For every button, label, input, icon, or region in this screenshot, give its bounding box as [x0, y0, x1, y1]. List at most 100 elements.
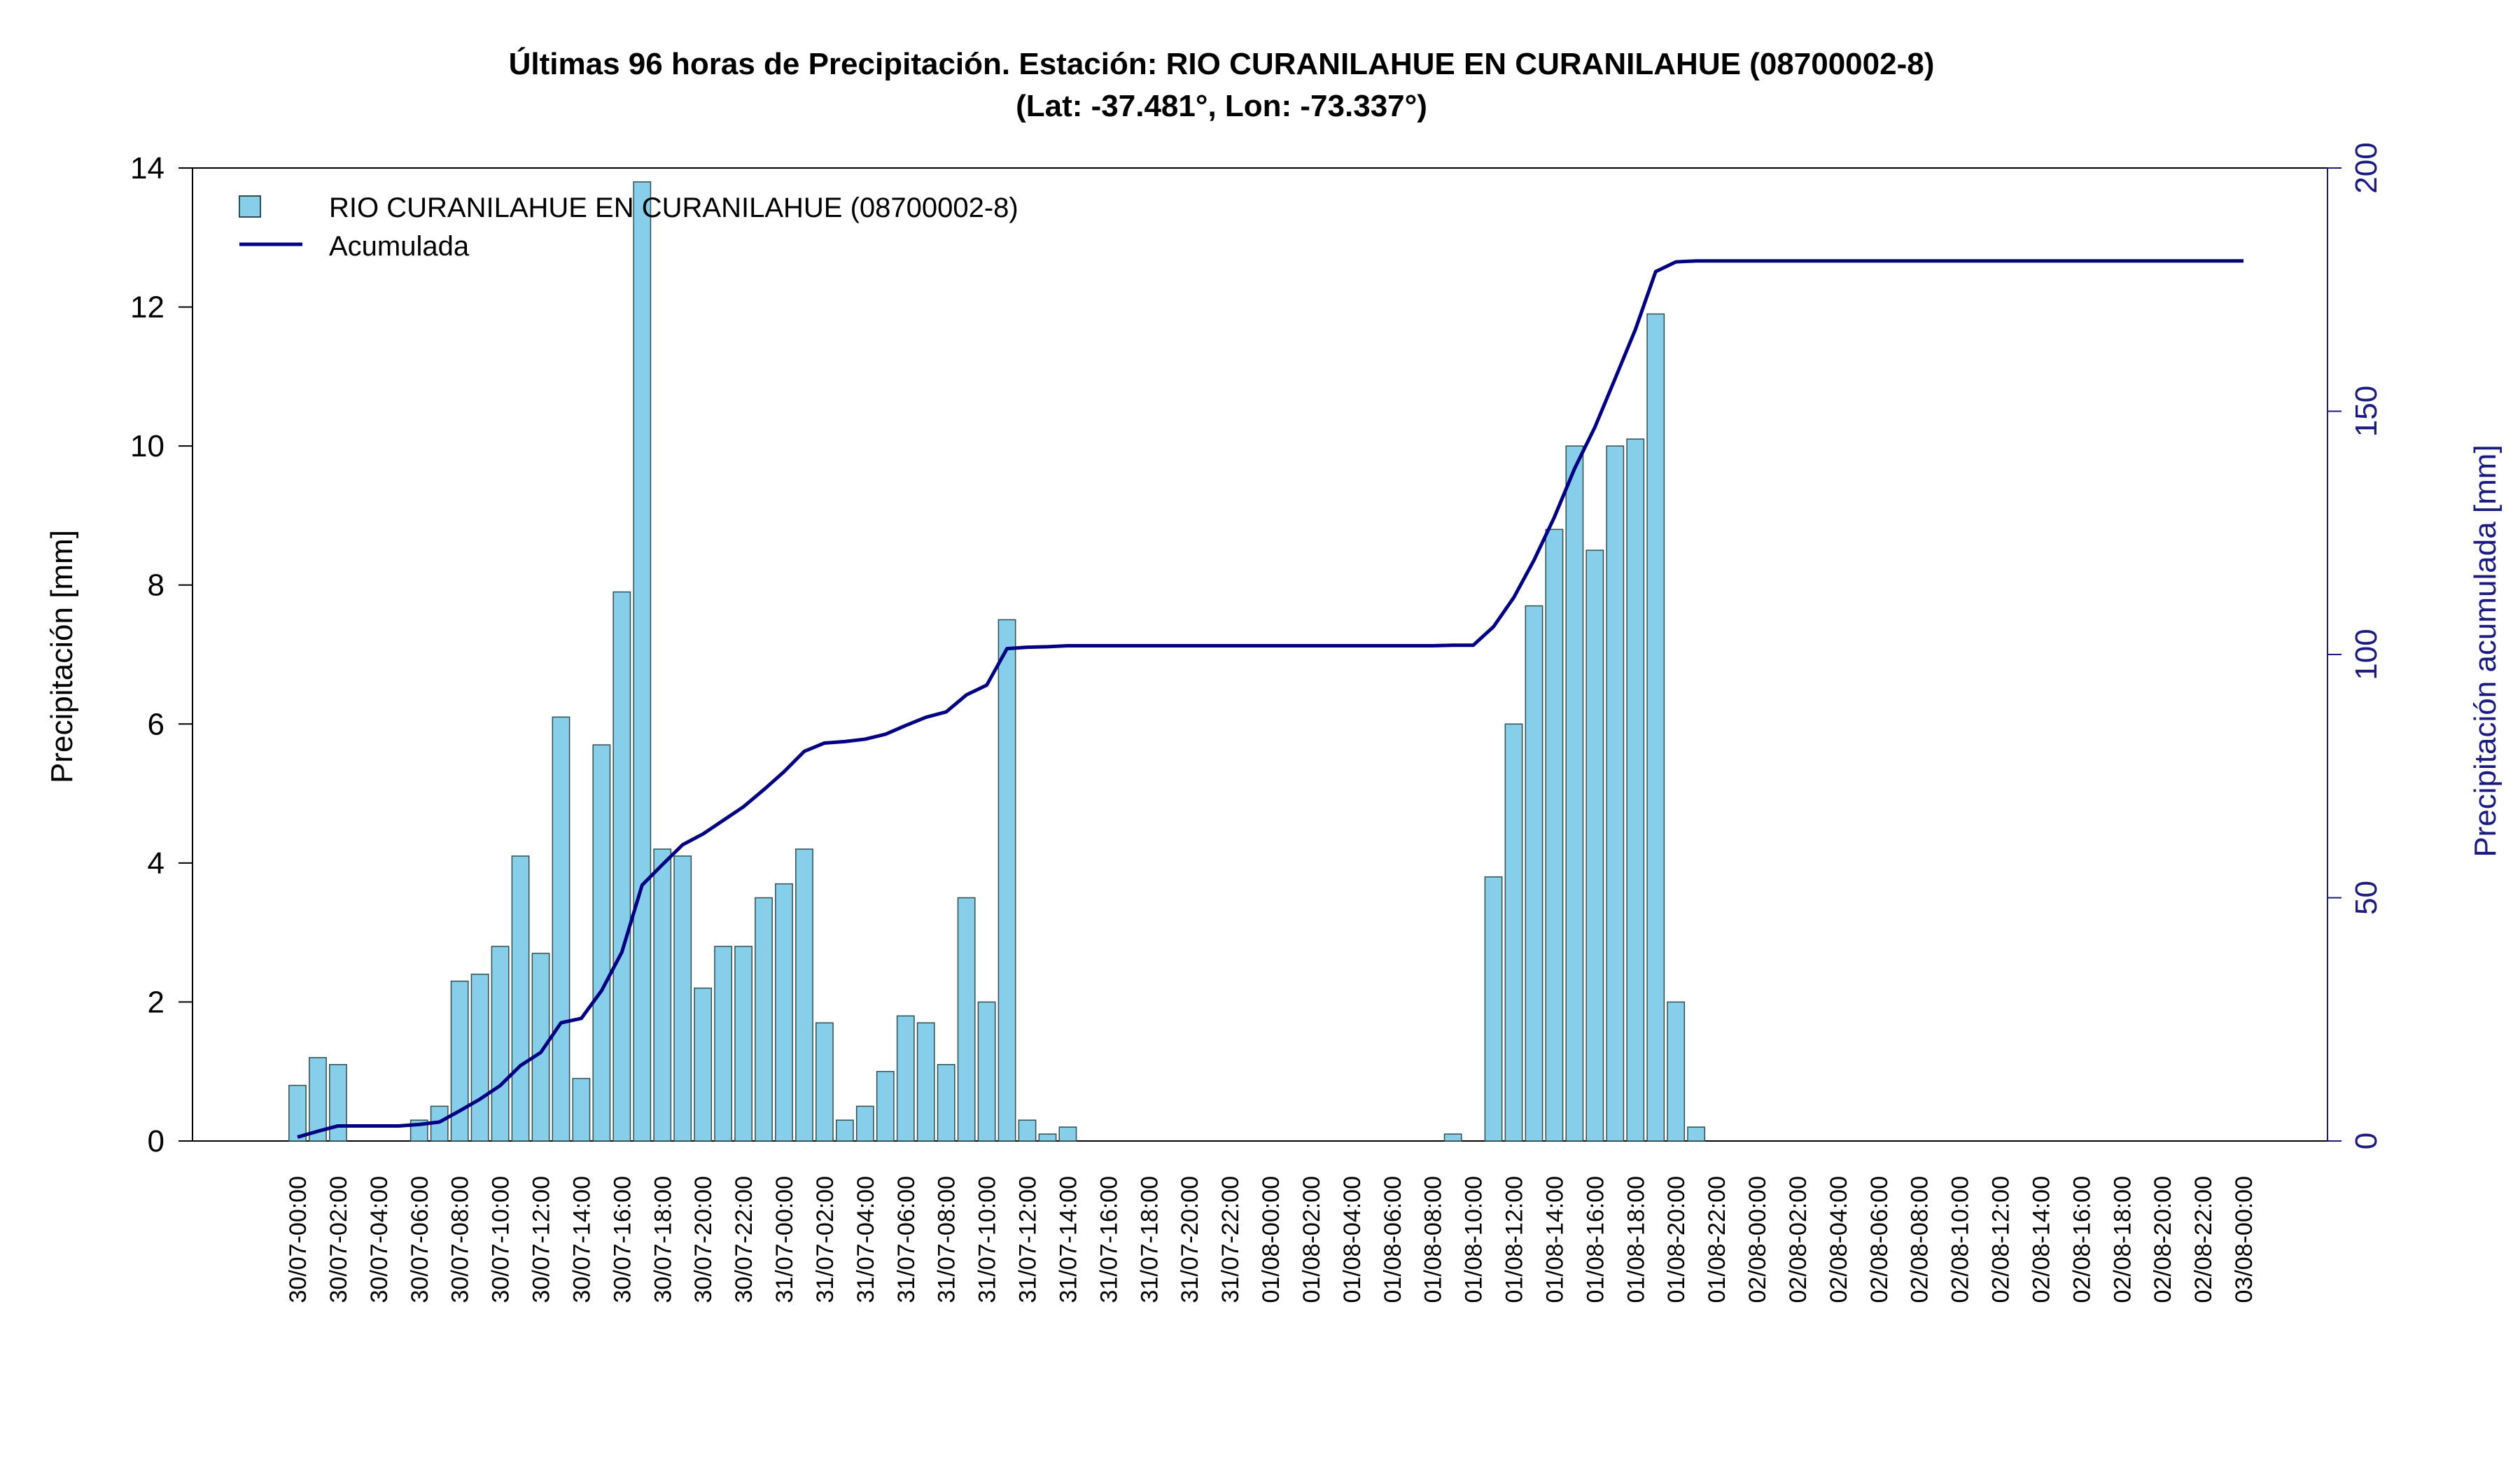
- precipitation-bar: [997, 619, 1016, 1142]
- precipitation-bar: [572, 1077, 591, 1142]
- legend-bar-label: RIO CURANILAHUE EN CURANILAHUE (08700002…: [329, 192, 1018, 223]
- x-tick-label: 30/07-16:00: [609, 1176, 636, 1303]
- x-tick-labels: 30/07-00:00 30/07-02:00 30/07-04:00 30/07-0…: [285, 1176, 2258, 1303]
- x-tick-label: 30/07-10:00: [488, 1176, 514, 1303]
- precipitation-bar: [1626, 438, 1645, 1142]
- x-tick-label: 02/08-22:00: [2190, 1176, 2217, 1303]
- x-tick-label: 02/08-08:00: [1907, 1176, 1933, 1303]
- precipitation-bar: [511, 855, 530, 1142]
- x-tick-label: 30/07-20:00: [690, 1176, 717, 1303]
- precipitation-bar: [1606, 445, 1625, 1142]
- precipitation-bar: [795, 848, 813, 1142]
- precipitation-bar: [552, 716, 570, 1142]
- x-tick-label: 01/08-08:00: [1420, 1176, 1447, 1303]
- x-tick-label: 02/08-14:00: [2028, 1176, 2054, 1303]
- x-tick-label: 30/07-08:00: [447, 1176, 474, 1303]
- precipitation-bar: [1586, 550, 1604, 1142]
- x-tick-label: 30/07-12:00: [528, 1176, 555, 1303]
- precipitation-bar: [1038, 1133, 1057, 1142]
- precipitation-bar: [470, 973, 489, 1142]
- x-tick-label: 01/08-16:00: [1582, 1176, 1609, 1303]
- x-tick-label: 31/07-10:00: [974, 1176, 1001, 1303]
- precipitation-bar: [714, 946, 733, 1142]
- x-tick-label: 31/07-12:00: [1015, 1176, 1042, 1303]
- precipitation-bar: [1687, 1126, 1706, 1142]
- precipitation-bar: [531, 953, 550, 1142]
- y-axis-label-left: Precipitación [mm]: [45, 530, 79, 783]
- right-axis-tick-label: 200: [2349, 142, 2384, 193]
- x-tick-label: 31/07-00:00: [771, 1176, 798, 1303]
- precipitation-bar: [896, 1015, 915, 1142]
- x-tick-label: 30/07-14:00: [568, 1176, 595, 1303]
- x-tick-label: 01/08-20:00: [1663, 1176, 1690, 1303]
- precipitation-bar: [855, 1105, 874, 1142]
- x-tick-label: 02/08-18:00: [2109, 1176, 2136, 1303]
- x-tick-label: 30/07-02:00: [326, 1176, 352, 1303]
- x-tick-label: 31/07-22:00: [1217, 1176, 1244, 1303]
- precipitation-bar: [816, 1022, 834, 1142]
- legend-line-label: Acumulada: [329, 231, 470, 262]
- precipitation-bar: [653, 848, 672, 1142]
- right-axis-tick-label: 150: [2349, 386, 2384, 437]
- x-tick-label: 02/08-10:00: [1947, 1176, 1974, 1303]
- x-tick-label: 01/08-02:00: [1298, 1176, 1325, 1303]
- precipitation-bar: [633, 181, 652, 1142]
- precipitation-bar: [309, 1057, 327, 1142]
- legend-bar-swatch: [239, 195, 261, 218]
- x-tick-label: 01/08-06:00: [1380, 1176, 1406, 1303]
- x-tick-label: 30/07-18:00: [650, 1176, 676, 1303]
- precipitation-bar: [734, 946, 752, 1142]
- precipitation-bar: [329, 1064, 347, 1142]
- cumulative-precipitation-line: [297, 259, 2244, 1139]
- precipitation-bar: [450, 980, 469, 1142]
- bars-layer: [288, 181, 1706, 1142]
- precipitation-bar: [694, 987, 713, 1142]
- precipitation-bar: [288, 1084, 307, 1142]
- left-axis-tick-label: 2: [148, 985, 164, 1019]
- left-axis-tick-label: 6: [148, 707, 164, 741]
- x-tick-label: 01/08-12:00: [1502, 1176, 1528, 1303]
- precipitation-bar: [755, 897, 773, 1142]
- left-axis-tick-label: 10: [130, 429, 164, 463]
- x-tick-label: 31/07-18:00: [1136, 1176, 1163, 1303]
- precipitation-bar: [1484, 876, 1503, 1142]
- right-axis-tick-label: 50: [2349, 881, 2384, 915]
- x-tick-label: 31/07-02:00: [812, 1176, 839, 1303]
- x-tick-label: 01/08-04:00: [1339, 1176, 1366, 1303]
- legend: RIO CURANILAHUE EN CURANILAHUE (08700002…: [239, 192, 1018, 262]
- precipitation-bar: [876, 1070, 895, 1142]
- x-tick-label: 02/08-20:00: [2150, 1176, 2176, 1303]
- x-tick-label: 02/08-06:00: [1866, 1176, 1893, 1303]
- precipitation-bar: [1443, 1133, 1462, 1142]
- precipitation-bar: [977, 1001, 996, 1142]
- x-tick-label: 31/07-14:00: [1055, 1176, 1082, 1303]
- precipitation-bar: [592, 744, 611, 1142]
- x-tick-label: 01/08-10:00: [1461, 1176, 1488, 1303]
- right-axis-tick-label: 100: [2349, 629, 2384, 680]
- precipitation-bar: [775, 883, 793, 1142]
- x-tick-label: 31/07-06:00: [893, 1176, 920, 1303]
- x-tick-label: 01/08-00:00: [1258, 1176, 1284, 1303]
- x-tick-label: 30/07-00:00: [285, 1176, 312, 1303]
- x-tick-label: 30/07-22:00: [731, 1176, 757, 1303]
- left-axis-tick-label: 4: [148, 846, 164, 881]
- right-axis-tick-label: 0: [2349, 1133, 2384, 1149]
- precipitation-bar: [1646, 313, 1665, 1142]
- precipitation-bar: [1504, 723, 1523, 1142]
- x-tick-label: 01/08-22:00: [1704, 1176, 1730, 1303]
- axes-layer: 0 2 4 6 8 10 12 14 0 50 100 150 200: [130, 142, 2384, 1158]
- x-tick-label: 01/08-14:00: [1541, 1176, 1568, 1303]
- x-tick-label: 02/08-02:00: [1785, 1176, 1812, 1303]
- x-tick-label: 02/08-16:00: [2068, 1176, 2095, 1303]
- precipitation-bar: [1525, 605, 1544, 1142]
- x-tick-label: 02/08-04:00: [1826, 1176, 1852, 1303]
- left-axis-tick-label: 0: [148, 1124, 164, 1158]
- left-axis-tick-label: 8: [148, 568, 164, 603]
- precipitation-bar: [491, 946, 510, 1142]
- x-tick-label: 02/08-00:00: [1744, 1176, 1771, 1303]
- precipitation-bar: [1545, 528, 1564, 1142]
- left-axis-tick-label: 12: [130, 290, 164, 325]
- x-tick-label: 30/07-06:00: [407, 1176, 433, 1303]
